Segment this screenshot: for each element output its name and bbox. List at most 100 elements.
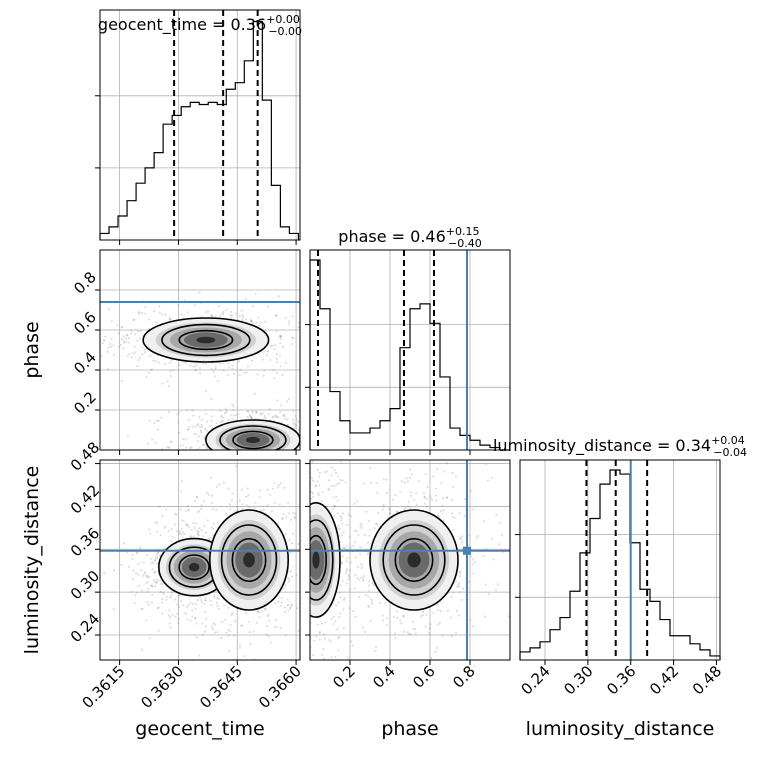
panel-border: [309, 459, 511, 661]
scatter-point: [194, 602, 197, 606]
scatter-point: [270, 510, 274, 513]
scatter-point: [273, 482, 276, 485]
scatter-point: [369, 619, 372, 623]
scatter-point: [198, 451, 200, 453]
scatter-point: [395, 510, 398, 513]
scatter-point: [365, 510, 368, 513]
scatter-point: [238, 646, 241, 649]
scatter-point: [460, 538, 463, 541]
scatter-point: [265, 633, 268, 636]
scatter-point: [262, 508, 265, 512]
scatter-point: [459, 570, 462, 573]
scatter-point: [307, 444, 309, 446]
scatter-point: [304, 501, 306, 503]
scatter-point: [370, 597, 373, 601]
scatter-point: [194, 607, 197, 610]
scatter-point: [346, 656, 349, 659]
scatter-point: [304, 339, 306, 341]
scatter-point: [282, 513, 285, 516]
scatter-point: [192, 365, 195, 368]
scatter-point: [176, 622, 180, 625]
scatter-point: [169, 626, 172, 629]
scatter-point: [164, 362, 167, 366]
scatter-point: [213, 453, 215, 455]
scatter-point: [468, 580, 471, 584]
scatter-point: [159, 534, 162, 537]
scatter-point: [307, 534, 309, 536]
scatter-point: [374, 649, 377, 653]
scatter-point: [275, 353, 278, 356]
scatter-point: [432, 663, 434, 665]
scatter-point: [455, 585, 458, 588]
scatter-point: [279, 482, 282, 485]
scatter-point: [406, 480, 410, 483]
contour-line: [178, 554, 210, 581]
scatter-point: [305, 594, 307, 596]
scatter-point: [308, 461, 310, 463]
scatter-point: [302, 506, 304, 508]
scatter-point: [190, 663, 192, 665]
scatter-point: [149, 584, 153, 587]
scatter-point: [203, 427, 207, 430]
scatter-point: [210, 604, 213, 607]
scatter-point: [303, 435, 305, 437]
scatter-point: [370, 481, 373, 484]
scatter-point: [458, 582, 461, 585]
scatter-point: [156, 552, 159, 555]
scatter-point: [388, 507, 391, 510]
scatter-point: [169, 318, 172, 321]
scatter-point: [170, 594, 173, 597]
scatter-point: [169, 369, 172, 372]
scatter-point: [226, 456, 228, 458]
scatter-point: [491, 538, 494, 541]
scatter-point: [249, 416, 252, 419]
scatter-point: [201, 633, 205, 636]
scatter-point: [289, 570, 292, 573]
scatter-point: [312, 479, 315, 483]
scatter-point: [337, 637, 340, 640]
scatter-point: [194, 365, 197, 368]
contour-line: [369, 509, 459, 611]
scatter-point: [375, 522, 378, 526]
scatter-point: [461, 541, 464, 544]
scatter-point: [94, 344, 96, 346]
scatter-point: [213, 596, 216, 599]
y-tick-label-luminosity_distance: 0.36: [67, 524, 103, 560]
scatter-point: [183, 611, 186, 615]
scatter-point: [155, 580, 158, 584]
scatter-point: [428, 627, 432, 630]
scatter-point: [209, 476, 213, 479]
scatter-point: [463, 514, 466, 518]
scatter-point: [367, 595, 370, 598]
scatter-point: [210, 367, 213, 371]
scatter-point: [273, 348, 276, 351]
scatter-point: [169, 318, 172, 321]
scatter-point: [286, 502, 290, 505]
scatter-point: [393, 632, 397, 635]
scatter-point: [372, 583, 375, 587]
scatter-point: [120, 380, 123, 383]
scatter-point: [152, 359, 155, 362]
scatter-point: [343, 546, 346, 549]
scatter-point: [277, 456, 279, 458]
scatter-point: [254, 452, 256, 454]
title-minus-error: −0.40: [448, 237, 482, 250]
scatter-point: [133, 601, 136, 604]
scatter-point: [297, 542, 300, 546]
scatter-point: [126, 551, 129, 554]
scatter-point: [160, 583, 163, 586]
scatter-point: [283, 606, 286, 609]
scatter-point: [395, 610, 398, 613]
scatter-point: [290, 542, 294, 545]
scatter-point: [140, 648, 143, 651]
scatter-point: [178, 363, 181, 366]
scatter-point: [430, 498, 434, 501]
y-axis-label-phase: phase: [21, 321, 43, 378]
scatter-point: [147, 371, 150, 374]
scatter-point: [198, 372, 202, 375]
scatter-point: [255, 410, 258, 413]
scatter-point: [364, 594, 368, 597]
scatter-point: [258, 324, 261, 327]
scatter-point: [152, 561, 155, 564]
scatter-point: [203, 436, 206, 440]
